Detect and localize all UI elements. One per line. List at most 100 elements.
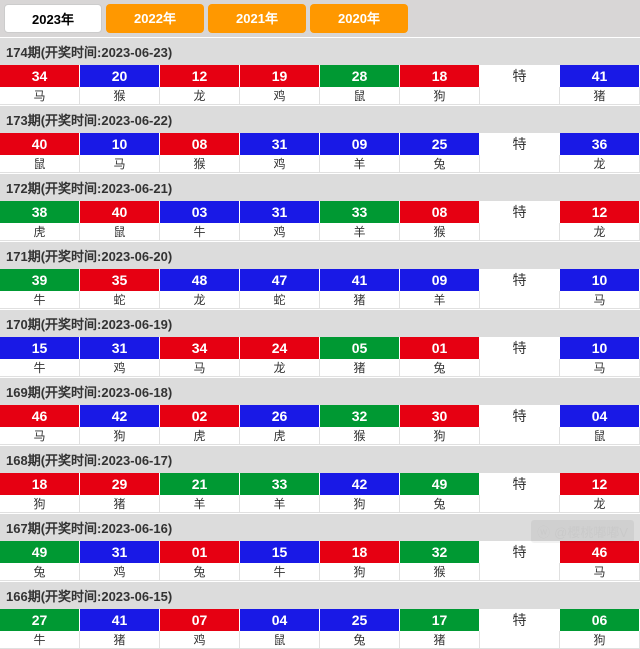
period-block: 168期(开奖时间:2023-06-17)182921334249特12狗猪羊羊… <box>0 445 640 513</box>
ball-zodiac: 兔 <box>400 495 480 513</box>
special-number: 04 <box>560 405 640 427</box>
ball-number: 01 <box>400 337 480 359</box>
number-row: 464202263230特04 <box>0 405 640 427</box>
ball-zodiac: 鸡 <box>160 631 240 649</box>
period-header: 170期(开奖时间:2023-06-19) <box>0 309 640 337</box>
ball-number: 18 <box>320 541 400 563</box>
period-block: 174期(开奖时间:2023-06-23)342012192818特41马猴龙鸡… <box>0 37 640 105</box>
zodiac-row: 鼠马猴鸡羊兔龙 <box>0 155 640 173</box>
ball-zodiac: 牛 <box>0 291 80 309</box>
weibo-icon: ⓦ <box>537 522 550 541</box>
ball-number: 02 <box>160 405 240 427</box>
ball-number: 47 <box>240 269 320 291</box>
period-block: 173期(开奖时间:2023-06-22)401008310925特36鼠马猴鸡… <box>0 105 640 173</box>
number-row: 384003313308特12 <box>0 201 640 223</box>
ball-number: 29 <box>80 473 160 495</box>
ball-number: 35 <box>80 269 160 291</box>
ball-number: 41 <box>320 269 400 291</box>
year-tab-1[interactable]: 2022年 <box>106 4 204 33</box>
ball-number: 18 <box>400 65 480 87</box>
year-tab-3[interactable]: 2020年 <box>310 4 408 33</box>
te-spacer <box>480 427 560 445</box>
special-zodiac: 马 <box>560 359 640 377</box>
special-number: 12 <box>560 473 640 495</box>
ball-zodiac: 猪 <box>80 495 160 513</box>
zodiac-row: 牛蛇龙蛇猪羊马 <box>0 291 640 309</box>
te-label: 特 <box>480 609 560 631</box>
year-tabs: 2023年2022年2021年2020年 <box>0 0 640 37</box>
period-header: 169期(开奖时间:2023-06-18) <box>0 377 640 405</box>
zodiac-row: 牛鸡马龙猪兔马 <box>0 359 640 377</box>
ball-number: 09 <box>400 269 480 291</box>
zodiac-row: 牛猪鸡鼠兔猪狗 <box>0 631 640 649</box>
special-number: 12 <box>560 201 640 223</box>
watermark-text: @櫻桃嘟嘟V <box>554 522 628 541</box>
ball-zodiac: 马 <box>0 427 80 445</box>
special-zodiac: 鼠 <box>560 427 640 445</box>
ball-zodiac: 虎 <box>240 427 320 445</box>
ball-zodiac: 猴 <box>160 155 240 173</box>
ball-number: 42 <box>320 473 400 495</box>
special-number: 10 <box>560 337 640 359</box>
ball-number: 28 <box>320 65 400 87</box>
special-zodiac: 马 <box>560 563 640 581</box>
number-row: 274107042517特06 <box>0 609 640 631</box>
periods-list: 174期(开奖时间:2023-06-23)342012192818特41马猴龙鸡… <box>0 37 640 649</box>
ball-zodiac: 蛇 <box>80 291 160 309</box>
ball-number: 49 <box>0 541 80 563</box>
ball-number: 18 <box>0 473 80 495</box>
ball-zodiac: 鼠 <box>0 155 80 173</box>
ball-zodiac: 马 <box>80 155 160 173</box>
ball-zodiac: 鸡 <box>240 223 320 241</box>
ball-number: 25 <box>320 609 400 631</box>
ball-number: 03 <box>160 201 240 223</box>
ball-number: 09 <box>320 133 400 155</box>
ball-number: 34 <box>160 337 240 359</box>
ball-number: 34 <box>0 65 80 87</box>
ball-zodiac: 狗 <box>320 563 400 581</box>
ball-number: 26 <box>240 405 320 427</box>
ball-number: 31 <box>240 133 320 155</box>
number-row: 493101151832特46 <box>0 541 640 563</box>
zodiac-row: 兔鸡兔牛狗猴马 <box>0 563 640 581</box>
special-zodiac: 龙 <box>560 155 640 173</box>
ball-zodiac: 虎 <box>160 427 240 445</box>
ball-number: 19 <box>240 65 320 87</box>
ball-number: 07 <box>160 609 240 631</box>
year-tab-0[interactable]: 2023年 <box>4 4 102 33</box>
te-spacer <box>480 631 560 649</box>
special-number: 46 <box>560 541 640 563</box>
ball-zodiac: 鸡 <box>240 87 320 105</box>
ball-number: 01 <box>160 541 240 563</box>
year-tab-2[interactable]: 2021年 <box>208 4 306 33</box>
ball-zodiac: 牛 <box>160 223 240 241</box>
zodiac-row: 狗猪羊羊狗兔龙 <box>0 495 640 513</box>
ball-zodiac: 狗 <box>320 495 400 513</box>
te-spacer <box>480 87 560 105</box>
period-block: 170期(开奖时间:2023-06-19)153134240501特10牛鸡马龙… <box>0 309 640 377</box>
te-label: 特 <box>480 541 560 563</box>
ball-number: 31 <box>80 337 160 359</box>
number-row: 182921334249特12 <box>0 473 640 495</box>
ball-number: 40 <box>0 133 80 155</box>
ball-zodiac: 兔 <box>400 359 480 377</box>
ball-number: 15 <box>0 337 80 359</box>
special-number: 36 <box>560 133 640 155</box>
ball-number: 21 <box>160 473 240 495</box>
ball-zodiac: 龙 <box>240 359 320 377</box>
zodiac-row: 虎鼠牛鸡羊猴龙 <box>0 223 640 241</box>
period-block: 166期(开奖时间:2023-06-15)274107042517特06牛猪鸡鼠… <box>0 581 640 649</box>
ball-number: 31 <box>80 541 160 563</box>
ball-zodiac: 牛 <box>0 631 80 649</box>
ball-number: 42 <box>80 405 160 427</box>
ball-zodiac: 猴 <box>320 427 400 445</box>
ball-number: 27 <box>0 609 80 631</box>
special-number: 06 <box>560 609 640 631</box>
ball-number: 32 <box>320 405 400 427</box>
period-block: 172期(开奖时间:2023-06-21)384003313308特12虎鼠牛鸡… <box>0 173 640 241</box>
period-header: 166期(开奖时间:2023-06-15) <box>0 581 640 609</box>
ball-number: 49 <box>400 473 480 495</box>
ball-number: 30 <box>400 405 480 427</box>
zodiac-row: 马狗虎虎猴狗鼠 <box>0 427 640 445</box>
te-spacer <box>480 155 560 173</box>
